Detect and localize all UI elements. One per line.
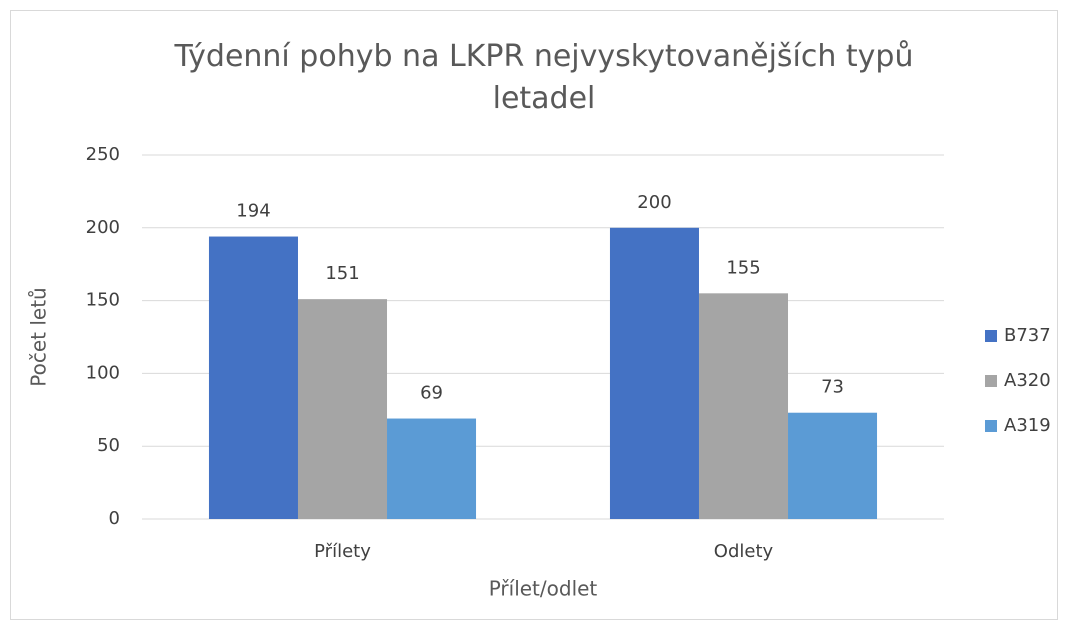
y-tick-label: 200	[86, 217, 120, 238]
y-tick-label: 100	[86, 362, 120, 383]
legend-swatch	[985, 375, 997, 387]
data-label: 155	[726, 257, 760, 278]
bar	[208, 236, 298, 519]
legend-label: A320	[1004, 370, 1051, 391]
bar	[297, 299, 388, 519]
y-tick-label: 150	[86, 290, 120, 311]
data-label: 194	[236, 201, 270, 222]
y-tick-label: 250	[86, 144, 120, 165]
x-tick-label: Odlety	[714, 541, 774, 562]
legend-label: B737	[1004, 325, 1051, 346]
legend-label: A319	[1004, 415, 1051, 436]
bar	[698, 293, 789, 519]
data-label: 200	[637, 192, 671, 213]
chart-frame	[10, 10, 1058, 620]
data-label: 69	[420, 383, 443, 404]
y-axis-label: Počet letů	[27, 287, 51, 386]
y-tick-label: 50	[97, 435, 120, 456]
bar	[387, 418, 477, 519]
chart-title: Týdenní pohyb na LKPR nejvyskytovanějšíc…	[174, 39, 914, 116]
data-label: 151	[325, 263, 359, 284]
data-label: 73	[821, 377, 844, 398]
legend-swatch	[985, 330, 997, 342]
bar	[788, 412, 878, 519]
x-tick-label: Přílety	[314, 541, 371, 562]
y-tick-label: 0	[109, 508, 120, 529]
legend-swatch	[985, 420, 997, 432]
x-axis-label: Přílet/odlet	[489, 577, 598, 601]
bar	[609, 227, 699, 520]
